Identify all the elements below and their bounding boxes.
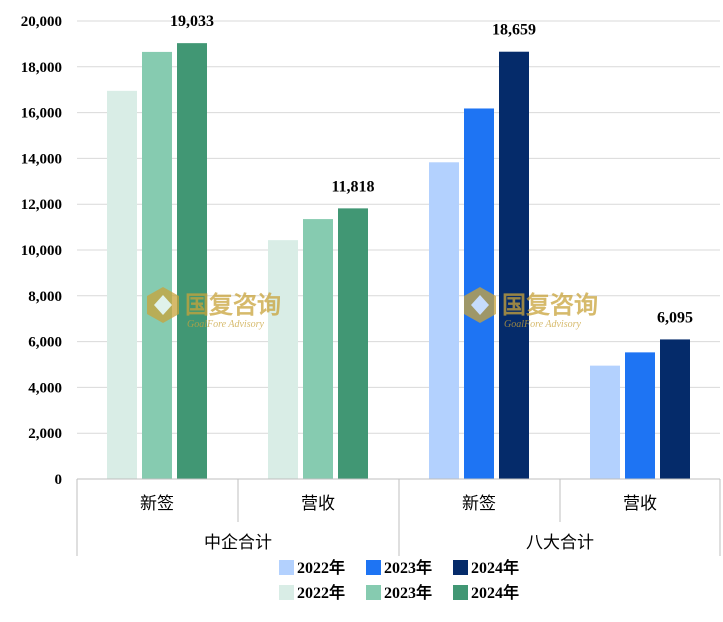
group-label: 中企合计 xyxy=(204,533,272,553)
bar xyxy=(142,51,172,479)
legend-label: 2022年 xyxy=(297,558,345,577)
y-tick-label: 18,000 xyxy=(21,60,62,76)
data-label: 19,033 xyxy=(170,13,214,30)
bar xyxy=(338,208,368,479)
bar xyxy=(625,352,655,479)
bar xyxy=(268,240,298,479)
bar xyxy=(590,365,620,479)
gridlines xyxy=(77,20,720,434)
y-axis-ticks: 0 2,000 4,000 6,000 8,000 10,000 12,000 14,000 1… xyxy=(21,14,62,488)
legend-label: 2022年 xyxy=(297,583,345,602)
legend-label: 2023年 xyxy=(384,583,432,602)
y-tick-label: 10,000 xyxy=(21,243,62,259)
legend-swatch xyxy=(279,585,294,600)
legend: 2022年 2023年 2024年 2022年 2023年 2024年 xyxy=(279,558,519,602)
data-label: 18,659 xyxy=(492,22,536,39)
y-tick-label: 8,000 xyxy=(28,289,62,305)
logo-diamond xyxy=(471,295,489,315)
y-tick-label: 6,000 xyxy=(28,335,62,351)
legend-label: 2024年 xyxy=(471,583,519,602)
y-tick-label: 4,000 xyxy=(28,380,62,396)
y-tick-label: 20,000 xyxy=(21,14,62,30)
category-label: 新签 xyxy=(462,494,496,514)
watermark-text: 国复咨询 xyxy=(502,291,598,319)
y-tick-label: 12,000 xyxy=(21,197,62,213)
category-label: 营收 xyxy=(623,494,657,514)
bar xyxy=(177,43,207,480)
data-label: 6,095 xyxy=(657,309,693,326)
watermark-subtext: GoalFore Advisory xyxy=(504,319,581,330)
goalfore-logo-icon xyxy=(147,287,179,323)
watermark-text: 国复咨询 xyxy=(185,291,281,319)
bar xyxy=(107,90,137,479)
bar xyxy=(499,51,529,480)
legend-swatch xyxy=(453,585,468,600)
group-label: 八大合计 xyxy=(526,533,594,553)
legend-swatch xyxy=(279,560,294,575)
bar xyxy=(660,339,690,479)
y-tick-label: 2,000 xyxy=(28,426,62,442)
goalfore-logo-icon xyxy=(464,287,496,323)
legend-swatch xyxy=(453,560,468,575)
bar xyxy=(429,162,459,479)
legend-label: 2023年 xyxy=(384,558,432,577)
y-tick-label: 14,000 xyxy=(21,151,62,167)
category-label: 营收 xyxy=(301,494,335,514)
bar xyxy=(303,219,333,479)
data-label: 11,818 xyxy=(331,178,374,195)
legend-swatch xyxy=(366,585,381,600)
category-label: 新签 xyxy=(140,494,174,514)
y-tick-label: 16,000 xyxy=(21,106,62,122)
legend-swatch xyxy=(366,560,381,575)
bar-series xyxy=(107,43,690,480)
data-labels: 19,033 11,818 18,659 6,095 xyxy=(170,13,693,326)
y-tick-label: 0 xyxy=(55,472,63,488)
logo-diamond xyxy=(154,295,172,315)
legend-label: 2024年 xyxy=(471,558,519,577)
watermark-subtext: GoalFore Advisory xyxy=(187,319,264,330)
